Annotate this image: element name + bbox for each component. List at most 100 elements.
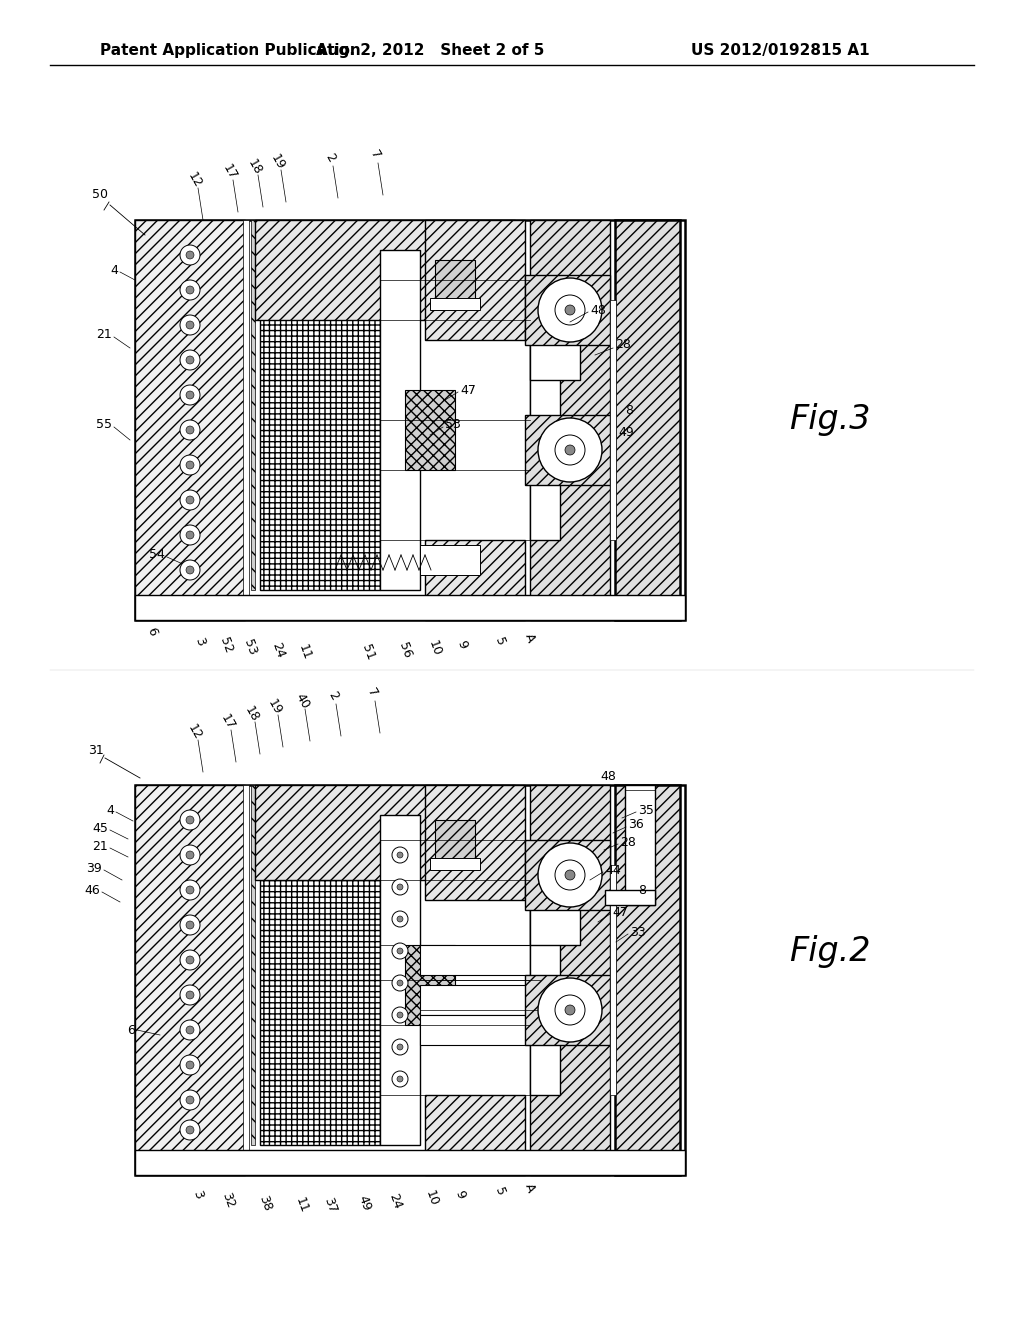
Bar — [420, 1015, 540, 1045]
Text: 3: 3 — [193, 636, 208, 648]
Bar — [425, 540, 525, 620]
Bar — [243, 785, 249, 1175]
Text: 21: 21 — [96, 329, 112, 342]
Text: 3: 3 — [190, 1189, 206, 1201]
Bar — [530, 220, 610, 620]
Circle shape — [392, 1039, 408, 1055]
Bar — [435, 260, 475, 300]
Text: 5: 5 — [493, 1185, 508, 1199]
Text: 11: 11 — [296, 643, 313, 661]
Circle shape — [180, 490, 200, 510]
Text: 37: 37 — [322, 1196, 339, 1214]
Text: 46: 46 — [84, 883, 100, 896]
Bar — [420, 945, 540, 975]
Text: 18: 18 — [246, 157, 264, 177]
Text: 7: 7 — [365, 686, 380, 700]
Circle shape — [565, 305, 575, 315]
Text: Aug. 2, 2012   Sheet 2 of 5: Aug. 2, 2012 Sheet 2 of 5 — [315, 42, 544, 58]
Text: 47: 47 — [612, 906, 628, 919]
Circle shape — [397, 1044, 403, 1049]
Text: 49: 49 — [618, 425, 634, 438]
Bar — [525, 840, 610, 909]
Circle shape — [397, 979, 403, 986]
Bar — [615, 220, 680, 620]
Bar — [406, 945, 455, 1026]
Text: 10: 10 — [426, 639, 443, 657]
Bar — [260, 805, 380, 1144]
Text: 33: 33 — [630, 925, 646, 939]
Text: 36: 36 — [628, 818, 644, 832]
Text: 2: 2 — [326, 689, 341, 702]
Text: 50: 50 — [92, 189, 108, 202]
Text: A: A — [522, 1181, 538, 1195]
Text: 5: 5 — [493, 636, 508, 648]
Bar — [406, 389, 455, 470]
Text: 8: 8 — [638, 883, 646, 896]
Circle shape — [397, 1012, 403, 1018]
Bar — [430, 298, 480, 310]
Circle shape — [180, 1055, 200, 1074]
Text: 38: 38 — [256, 1193, 273, 1213]
Text: 48: 48 — [590, 304, 606, 317]
Circle shape — [180, 1119, 200, 1140]
Bar — [380, 249, 420, 590]
Circle shape — [186, 1061, 194, 1069]
Bar — [243, 220, 249, 620]
Circle shape — [186, 991, 194, 999]
Text: Fig.2: Fig.2 — [790, 936, 870, 969]
Text: Patent Application Publication: Patent Application Publication — [100, 42, 360, 58]
Circle shape — [565, 1005, 575, 1015]
Text: 51: 51 — [359, 643, 377, 661]
Text: 24: 24 — [386, 1192, 403, 1210]
Circle shape — [186, 1126, 194, 1134]
Bar — [625, 785, 655, 906]
Circle shape — [392, 1071, 408, 1086]
Bar — [425, 220, 525, 341]
Circle shape — [180, 385, 200, 405]
Circle shape — [180, 246, 200, 265]
Bar — [530, 865, 580, 945]
Circle shape — [392, 911, 408, 927]
Circle shape — [180, 1090, 200, 1110]
Bar — [530, 785, 610, 1175]
Circle shape — [180, 525, 200, 545]
Bar — [251, 220, 255, 590]
Circle shape — [397, 916, 403, 921]
Circle shape — [180, 915, 200, 935]
Bar — [420, 985, 540, 1015]
Circle shape — [180, 985, 200, 1005]
Circle shape — [180, 845, 200, 865]
Bar — [525, 975, 610, 1045]
Circle shape — [392, 942, 408, 960]
Circle shape — [180, 420, 200, 440]
Text: A: A — [522, 632, 538, 644]
Text: 19: 19 — [268, 152, 288, 172]
Text: 4: 4 — [106, 804, 114, 817]
Bar — [251, 785, 255, 1144]
Text: 9: 9 — [453, 1189, 467, 1201]
Circle shape — [180, 315, 200, 335]
Text: 44: 44 — [605, 863, 621, 876]
Text: 21: 21 — [92, 840, 108, 853]
Text: 56: 56 — [396, 640, 414, 660]
Text: 39: 39 — [86, 862, 102, 874]
Circle shape — [186, 496, 194, 504]
Circle shape — [186, 956, 194, 964]
Circle shape — [565, 870, 575, 880]
Text: 17: 17 — [220, 162, 240, 182]
Circle shape — [186, 531, 194, 539]
Circle shape — [538, 279, 602, 342]
Text: 9: 9 — [455, 639, 469, 651]
Text: 52: 52 — [217, 635, 234, 655]
Text: 48: 48 — [600, 771, 615, 784]
Text: 32: 32 — [219, 1191, 237, 1209]
Circle shape — [180, 280, 200, 300]
Circle shape — [186, 286, 194, 294]
Circle shape — [538, 978, 602, 1041]
Circle shape — [555, 294, 585, 325]
Circle shape — [397, 1076, 403, 1082]
Circle shape — [392, 847, 408, 863]
Bar — [610, 865, 616, 1096]
Circle shape — [538, 418, 602, 482]
Text: 6: 6 — [144, 626, 160, 638]
